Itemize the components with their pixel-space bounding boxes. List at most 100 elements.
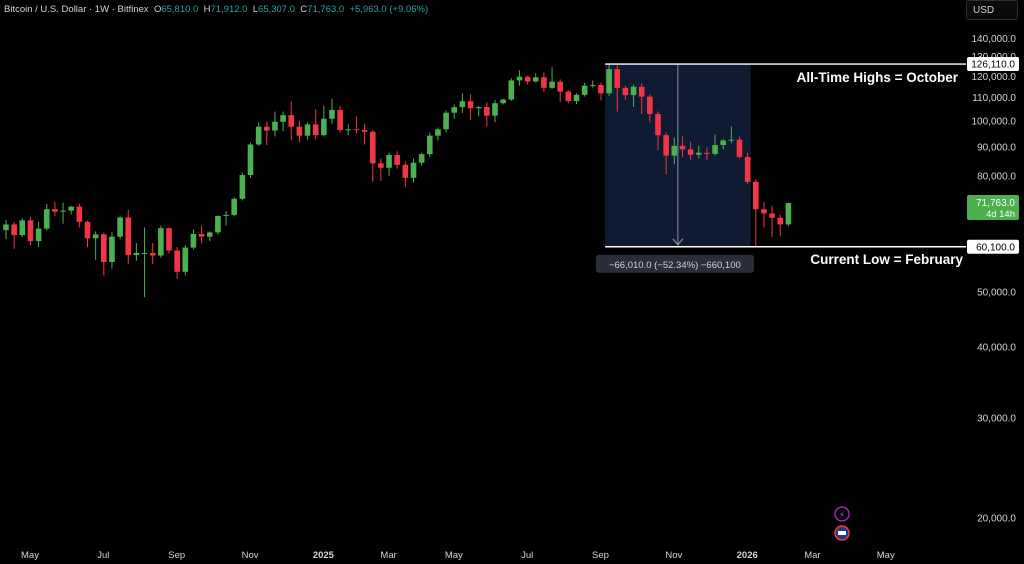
candle-body — [361, 130, 368, 132]
candle — [158, 225, 164, 258]
candle-body — [532, 77, 539, 82]
candle — [19, 218, 26, 238]
candle-body — [549, 81, 555, 88]
candle — [369, 130, 376, 182]
candle — [769, 205, 775, 238]
candle-body — [182, 247, 189, 272]
candle — [410, 158, 417, 183]
candle-body — [777, 217, 784, 225]
candle-body — [272, 121, 278, 131]
candle-body — [728, 139, 735, 141]
x-tick-label: Nov — [242, 550, 259, 561]
candle-body — [353, 129, 360, 131]
open-value: 65,810.0 — [161, 4, 199, 15]
candle — [549, 67, 555, 89]
candle — [125, 209, 132, 265]
candle-body — [329, 109, 335, 119]
candle-body — [386, 154, 392, 168]
candle — [190, 229, 197, 250]
candle — [11, 221, 17, 249]
measure-label-bg — [595, 254, 754, 273]
measure-arrow-head — [672, 238, 684, 246]
y-tick-label: 90,000.0 — [977, 143, 1016, 154]
candle — [231, 197, 237, 217]
candle-body — [312, 124, 319, 136]
candle — [76, 203, 83, 228]
candle-body — [704, 152, 710, 154]
candle — [35, 221, 42, 248]
candle-body — [695, 152, 702, 155]
candle-body — [467, 101, 474, 109]
candle — [671, 137, 678, 165]
candle-body — [231, 198, 237, 215]
candle-body — [508, 80, 515, 100]
candle-body — [435, 129, 441, 136]
candle — [459, 93, 466, 113]
candle — [133, 243, 140, 261]
candle — [361, 123, 368, 145]
candle-body — [378, 163, 384, 168]
candle — [557, 79, 563, 103]
candle-body — [264, 126, 270, 131]
candle-body — [101, 234, 107, 262]
low-label: L — [252, 4, 259, 15]
candle-body — [369, 131, 376, 164]
candle-body — [141, 252, 148, 254]
candle-body — [337, 109, 343, 131]
candle — [687, 141, 694, 160]
candle-body — [247, 144, 254, 176]
candle — [744, 152, 751, 185]
candle-body — [255, 126, 262, 145]
candle — [378, 158, 384, 181]
candle — [329, 98, 335, 124]
candle — [785, 202, 792, 227]
candle — [3, 219, 9, 240]
candle — [272, 111, 278, 137]
close-label: C — [300, 4, 308, 15]
candle-body — [11, 224, 17, 236]
ath-price-tag: 126,110.0 — [971, 60, 1015, 71]
candle-body — [687, 149, 694, 155]
candle-body — [158, 228, 164, 256]
candle — [492, 99, 498, 123]
y-tick-label: 50,000.0 — [977, 288, 1016, 299]
candle-body — [321, 118, 327, 136]
candle — [337, 105, 343, 133]
candle — [321, 105, 327, 137]
low-price-tag-bg — [967, 239, 1019, 254]
candle — [695, 145, 702, 159]
candle — [777, 214, 784, 236]
candle — [508, 78, 515, 102]
candle — [386, 152, 392, 177]
low-annotation: Current Low = February — [810, 252, 963, 267]
candle-body — [679, 145, 686, 150]
candle-body — [239, 175, 246, 199]
candle — [614, 65, 621, 112]
candle-body — [753, 181, 759, 210]
candle — [312, 109, 319, 140]
candle — [532, 73, 539, 83]
candle-body — [84, 221, 91, 239]
candle — [638, 83, 645, 114]
x-tick-label: May — [445, 550, 463, 561]
y-tick-label: 30,000.0 — [977, 414, 1016, 425]
candle-body — [443, 112, 449, 130]
candle-body — [606, 69, 612, 94]
candle — [198, 225, 205, 244]
candle — [149, 243, 156, 265]
candle — [630, 84, 637, 107]
high-value: 71,912.0 — [210, 4, 248, 15]
y-tick-label: 20,000.0 — [977, 514, 1016, 525]
countdown-tag: 4d 14h — [986, 209, 1015, 220]
candle-body — [500, 99, 506, 104]
candle-body — [524, 76, 531, 82]
lightning-event-icon — [834, 506, 850, 522]
y-tick-label: 110,000.0 — [972, 93, 1016, 104]
x-tick-label: Jul — [521, 550, 533, 561]
candle-body — [720, 140, 726, 146]
candle-body — [35, 228, 42, 242]
currency-selector[interactable]: USD — [966, 0, 1018, 20]
x-tick-label: Nov — [665, 550, 682, 561]
candle-body — [92, 234, 99, 239]
